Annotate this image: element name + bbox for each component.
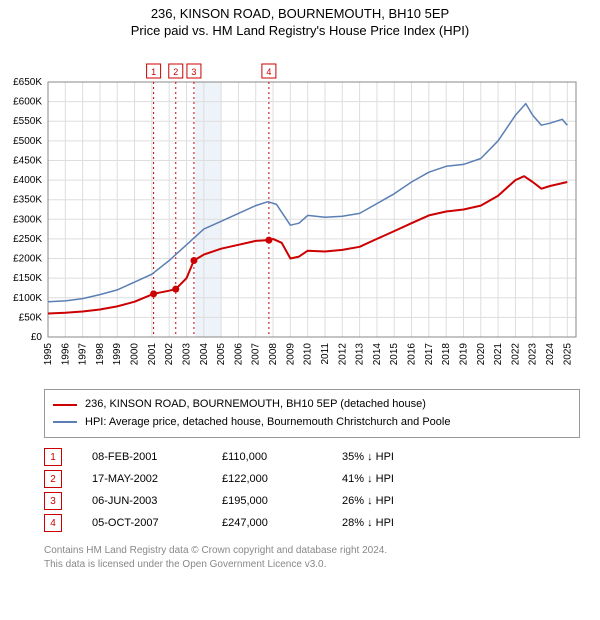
transaction-price: £195,000 <box>222 495 342 507</box>
svg-text:£450K: £450K <box>13 155 42 166</box>
svg-text:2006: 2006 <box>233 343 244 366</box>
svg-text:£50K: £50K <box>19 312 43 323</box>
svg-text:2018: 2018 <box>441 343 452 366</box>
svg-text:2008: 2008 <box>268 343 279 366</box>
svg-text:2001: 2001 <box>147 343 158 366</box>
price-chart: £0 £50K £100K £150K £200K £250K £300K £350K £400… <box>0 38 600 383</box>
svg-text:2005: 2005 <box>216 343 227 366</box>
svg-text:£600K: £600K <box>13 97 42 108</box>
transaction-price: £110,000 <box>222 451 342 463</box>
svg-text:2012: 2012 <box>337 343 348 366</box>
svg-text:2003: 2003 <box>181 343 192 366</box>
svg-text:£500K: £500K <box>13 136 42 147</box>
transaction-date: 17-MAY-2002 <box>92 473 222 485</box>
legend-item: HPI: Average price, detached house, Bour… <box>53 414 571 432</box>
svg-text:4: 4 <box>266 67 271 77</box>
transaction-marker: 1 <box>44 448 62 466</box>
svg-text:£250K: £250K <box>13 234 42 245</box>
transaction-delta: 26% ↓ HPI <box>342 495 462 507</box>
svg-text:3: 3 <box>191 67 196 77</box>
legend-label: HPI: Average price, detached house, Bour… <box>85 414 450 432</box>
svg-text:2020: 2020 <box>476 343 487 366</box>
svg-text:2016: 2016 <box>407 343 418 366</box>
transaction-date: 08-FEB-2001 <box>92 451 222 463</box>
footer-line-2: This data is licensed under the Open Gov… <box>44 558 580 572</box>
transaction-row: 3 06-JUN-2003£195,00026% ↓ HPI <box>44 490 580 512</box>
svg-text:1: 1 <box>151 67 156 77</box>
svg-text:2025: 2025 <box>562 343 573 366</box>
svg-text:1997: 1997 <box>78 343 89 366</box>
svg-text:2000: 2000 <box>130 343 141 366</box>
transaction-delta: 28% ↓ HPI <box>342 517 462 529</box>
footer-attribution: Contains HM Land Registry data © Crown c… <box>44 544 580 572</box>
transaction-date: 06-JUN-2003 <box>92 495 222 507</box>
transactions-table: 1 08-FEB-2001£110,00035% ↓ HPI 2 17-MAY-200… <box>44 446 580 534</box>
transaction-price: £247,000 <box>222 517 342 529</box>
transaction-marker: 2 <box>44 470 62 488</box>
svg-text:2019: 2019 <box>458 343 469 366</box>
legend-swatch <box>53 421 77 423</box>
svg-text:2024: 2024 <box>545 343 556 366</box>
legend-item: 236, KINSON ROAD, BOURNEMOUTH, BH10 5EP … <box>53 396 571 414</box>
svg-text:£150K: £150K <box>13 273 42 284</box>
svg-text:2004: 2004 <box>199 343 210 366</box>
svg-text:2: 2 <box>173 67 178 77</box>
title-subtitle: Price paid vs. HM Land Registry's House … <box>0 23 600 38</box>
title-address: 236, KINSON ROAD, BOURNEMOUTH, BH10 5EP <box>0 6 600 21</box>
svg-text:£300K: £300K <box>13 214 42 225</box>
legend-swatch <box>53 404 77 406</box>
svg-text:2007: 2007 <box>251 343 262 366</box>
transaction-marker: 4 <box>44 514 62 532</box>
svg-text:£100K: £100K <box>13 293 42 304</box>
svg-text:2023: 2023 <box>528 343 539 366</box>
svg-text:2014: 2014 <box>372 343 383 366</box>
svg-text:2015: 2015 <box>389 343 400 366</box>
svg-text:2002: 2002 <box>164 343 175 366</box>
transaction-row: 4 05-OCT-2007£247,00028% ↓ HPI <box>44 512 580 534</box>
svg-text:1995: 1995 <box>43 343 54 366</box>
svg-text:£650K: £650K <box>13 77 42 88</box>
legend: 236, KINSON ROAD, BOURNEMOUTH, BH10 5EP … <box>44 389 580 438</box>
transaction-row: 2 17-MAY-2002£122,00041% ↓ HPI <box>44 468 580 490</box>
svg-text:2011: 2011 <box>320 343 331 365</box>
svg-text:2013: 2013 <box>355 343 366 366</box>
svg-text:2017: 2017 <box>424 343 435 366</box>
transaction-delta: 35% ↓ HPI <box>342 451 462 463</box>
transaction-delta: 41% ↓ HPI <box>342 473 462 485</box>
svg-text:2010: 2010 <box>303 343 314 366</box>
svg-text:£550K: £550K <box>13 116 42 127</box>
svg-text:1999: 1999 <box>112 343 123 366</box>
svg-text:£400K: £400K <box>13 175 42 186</box>
transaction-row: 1 08-FEB-2001£110,00035% ↓ HPI <box>44 446 580 468</box>
svg-text:£0: £0 <box>31 332 43 343</box>
svg-text:2022: 2022 <box>510 343 521 366</box>
legend-label: 236, KINSON ROAD, BOURNEMOUTH, BH10 5EP … <box>85 396 426 414</box>
transaction-marker: 3 <box>44 492 62 510</box>
transaction-price: £122,000 <box>222 473 342 485</box>
footer-line-1: Contains HM Land Registry data © Crown c… <box>44 544 580 558</box>
svg-text:£200K: £200K <box>13 254 42 265</box>
svg-text:£350K: £350K <box>13 195 42 206</box>
svg-text:1998: 1998 <box>95 343 106 366</box>
svg-text:1996: 1996 <box>60 343 71 366</box>
svg-text:2009: 2009 <box>285 343 296 366</box>
transaction-date: 05-OCT-2007 <box>92 517 222 529</box>
svg-text:2021: 2021 <box>493 343 504 366</box>
